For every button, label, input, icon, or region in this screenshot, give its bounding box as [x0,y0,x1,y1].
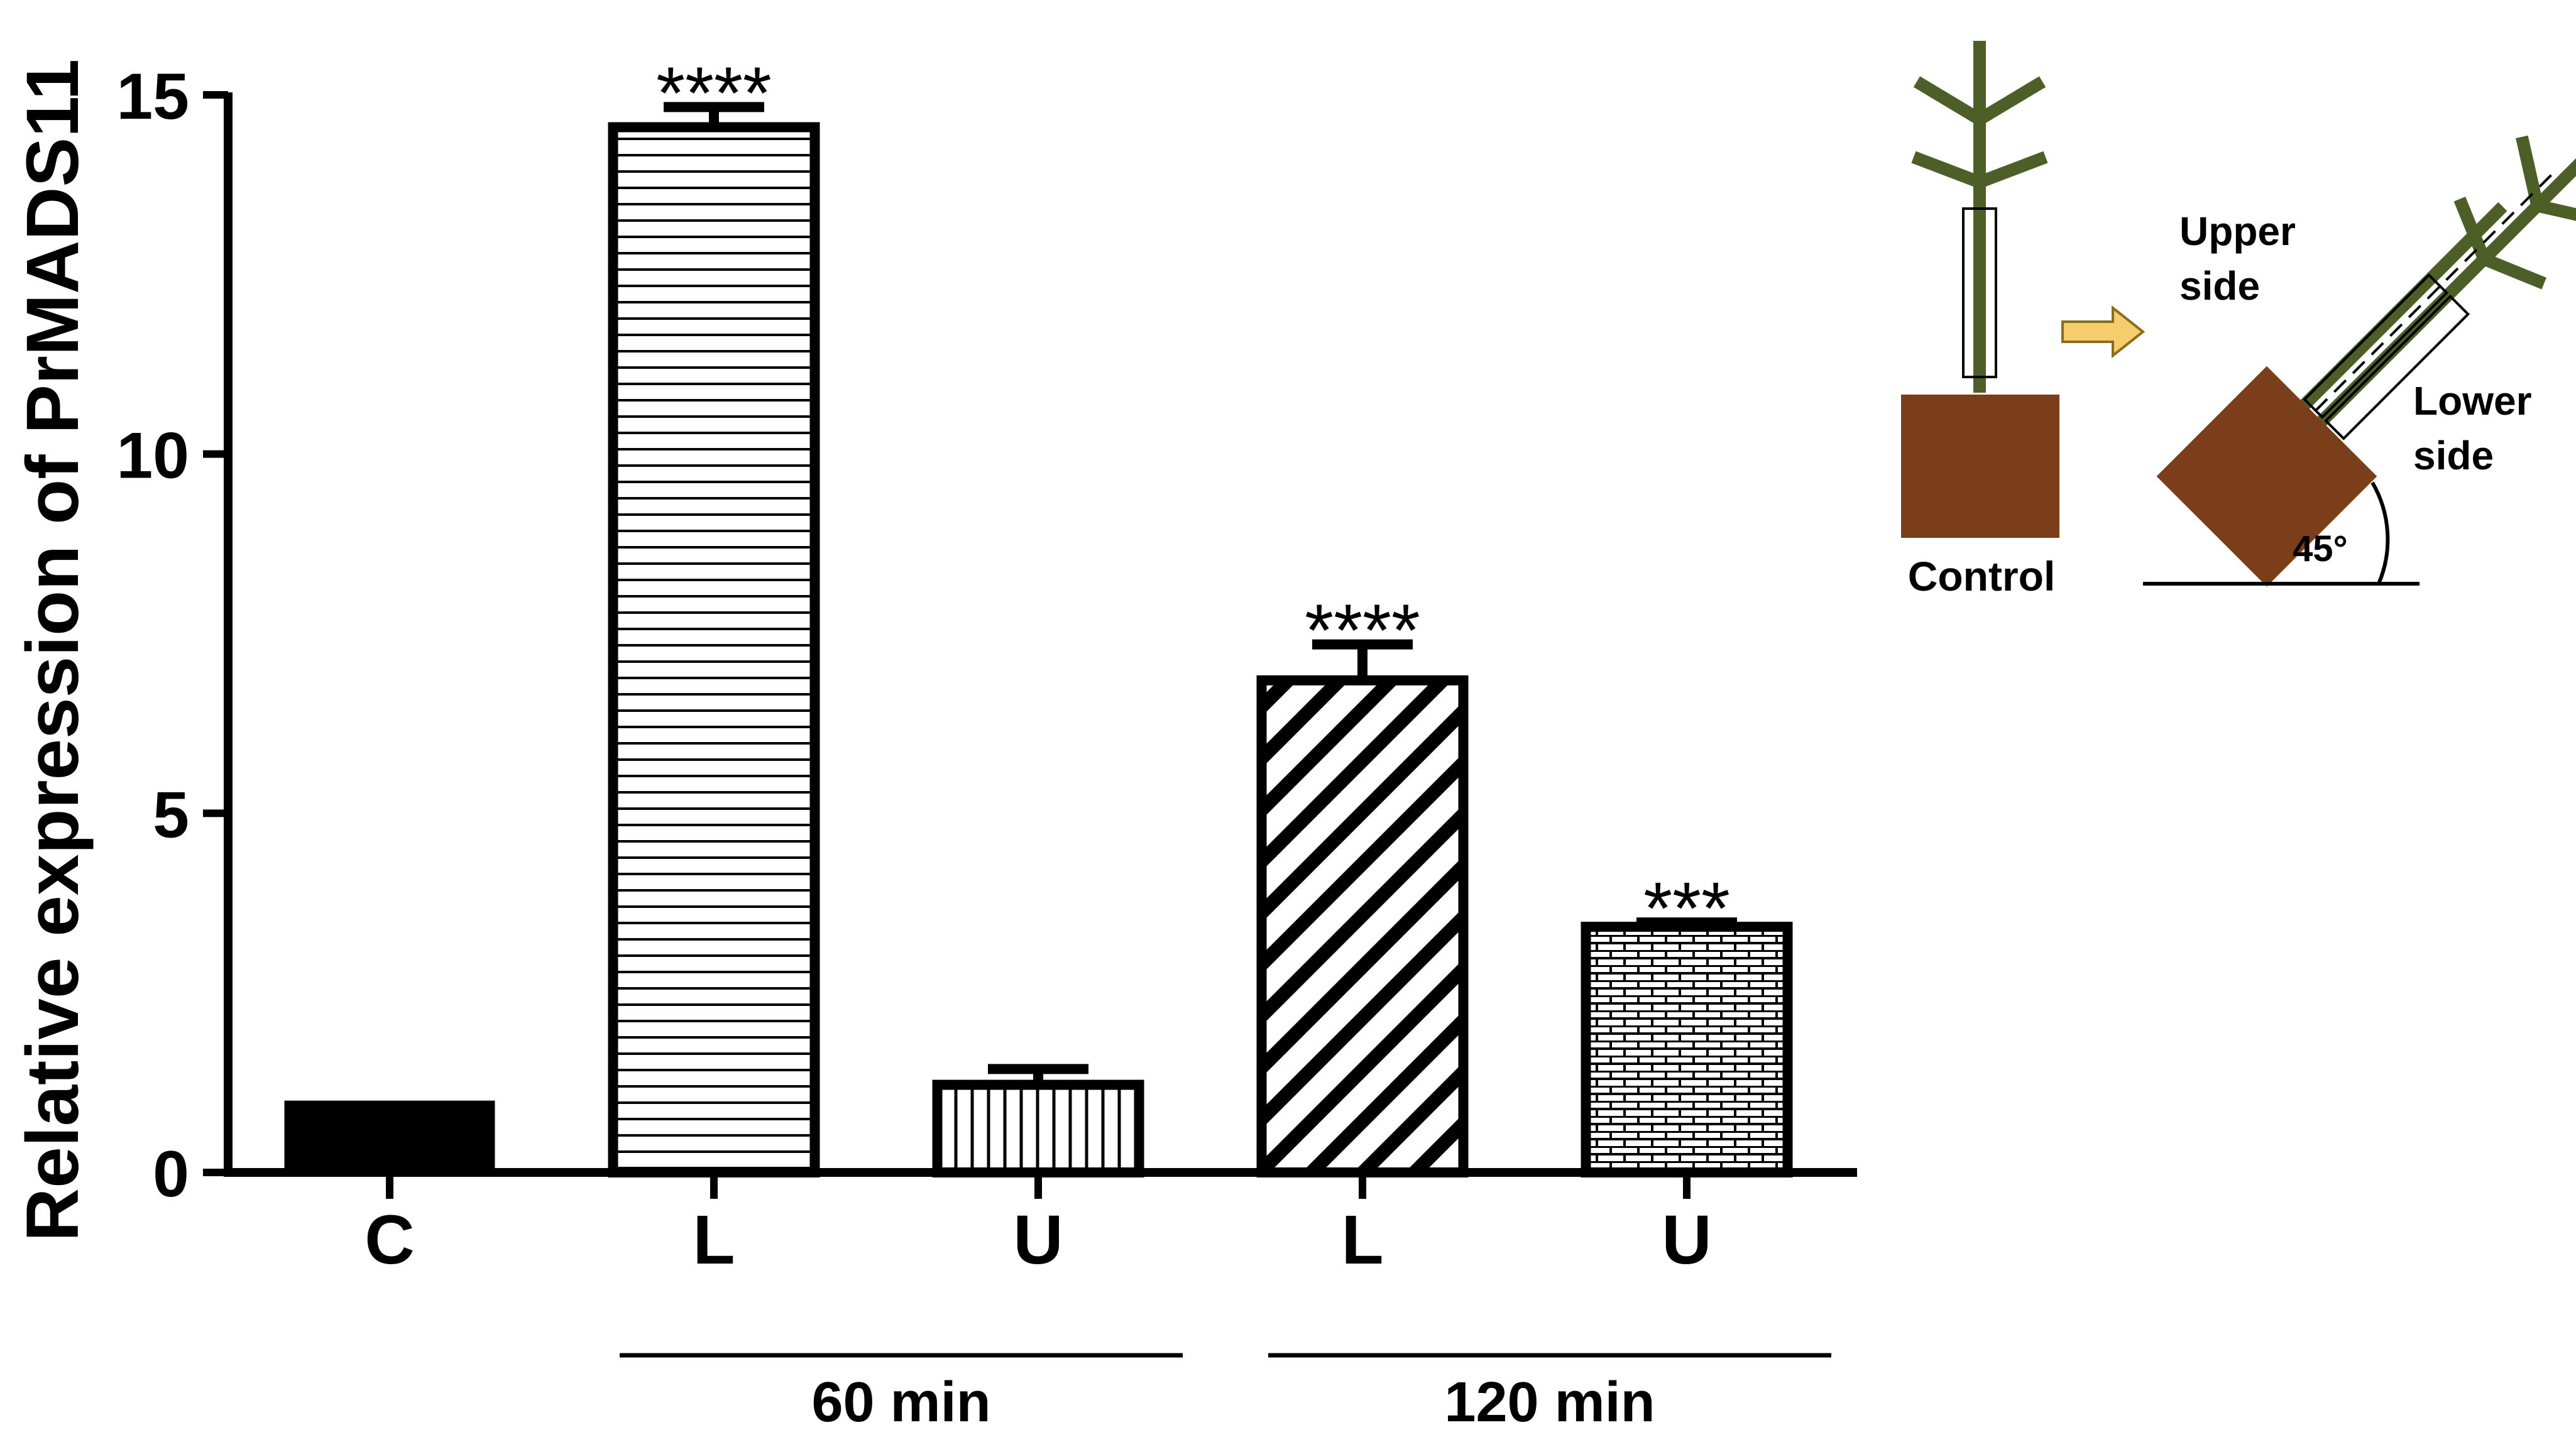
group-label: 120 min [1444,1371,1655,1434]
significance-label: **** [1305,589,1420,672]
tilt-angle-label: 45° [2293,528,2348,569]
tilted-plant-illustration [2143,135,2576,587]
bar [932,1079,1144,1177]
inset-schematic: Control Upper side Lower si [1901,41,2576,599]
y-tick-label: 5 [153,778,189,851]
x-tick-label: U [1013,1201,1063,1279]
bar [1581,921,1793,1177]
bar [1256,675,1469,1177]
lower-side-label-line2: side [2413,433,2494,478]
control-pot [1901,395,2059,538]
x-tick-label: C [364,1201,414,1279]
category-groups: 60 min 120 min [620,1353,1831,1434]
y-tick-label: 10 [116,420,189,493]
upper-side-label-line2: side [2179,263,2260,309]
x-tick-label: L [1341,1201,1383,1279]
angle-arc [2370,481,2390,585]
bar [284,1100,495,1172]
control-sample-region [1962,207,1997,378]
y-tick-label: 0 [153,1138,189,1211]
control-plant-illustration [1901,41,2059,538]
significance-label: *** [1643,867,1730,950]
plot-area: 0 5 10 15 C **** L U **** L *** U [116,52,1857,1279]
bar [608,122,820,1178]
arrow-icon [2061,305,2146,359]
y-tick-label: 15 [116,60,189,133]
y-axis-label: Relative expression of PrMADS11 [11,59,94,1242]
x-tick-label: L [693,1201,735,1279]
lower-sample-region [2324,294,2470,440]
upper-sample-region [2303,273,2449,419]
significance-label: **** [656,52,772,134]
group-label: 60 min [811,1371,990,1434]
lower-side-label-line1: Lower [2413,378,2531,423]
upper-side-label-line1: Upper [2179,209,2296,254]
control-label: Control [1908,553,2056,599]
x-tick-label: U [1662,1201,1711,1279]
